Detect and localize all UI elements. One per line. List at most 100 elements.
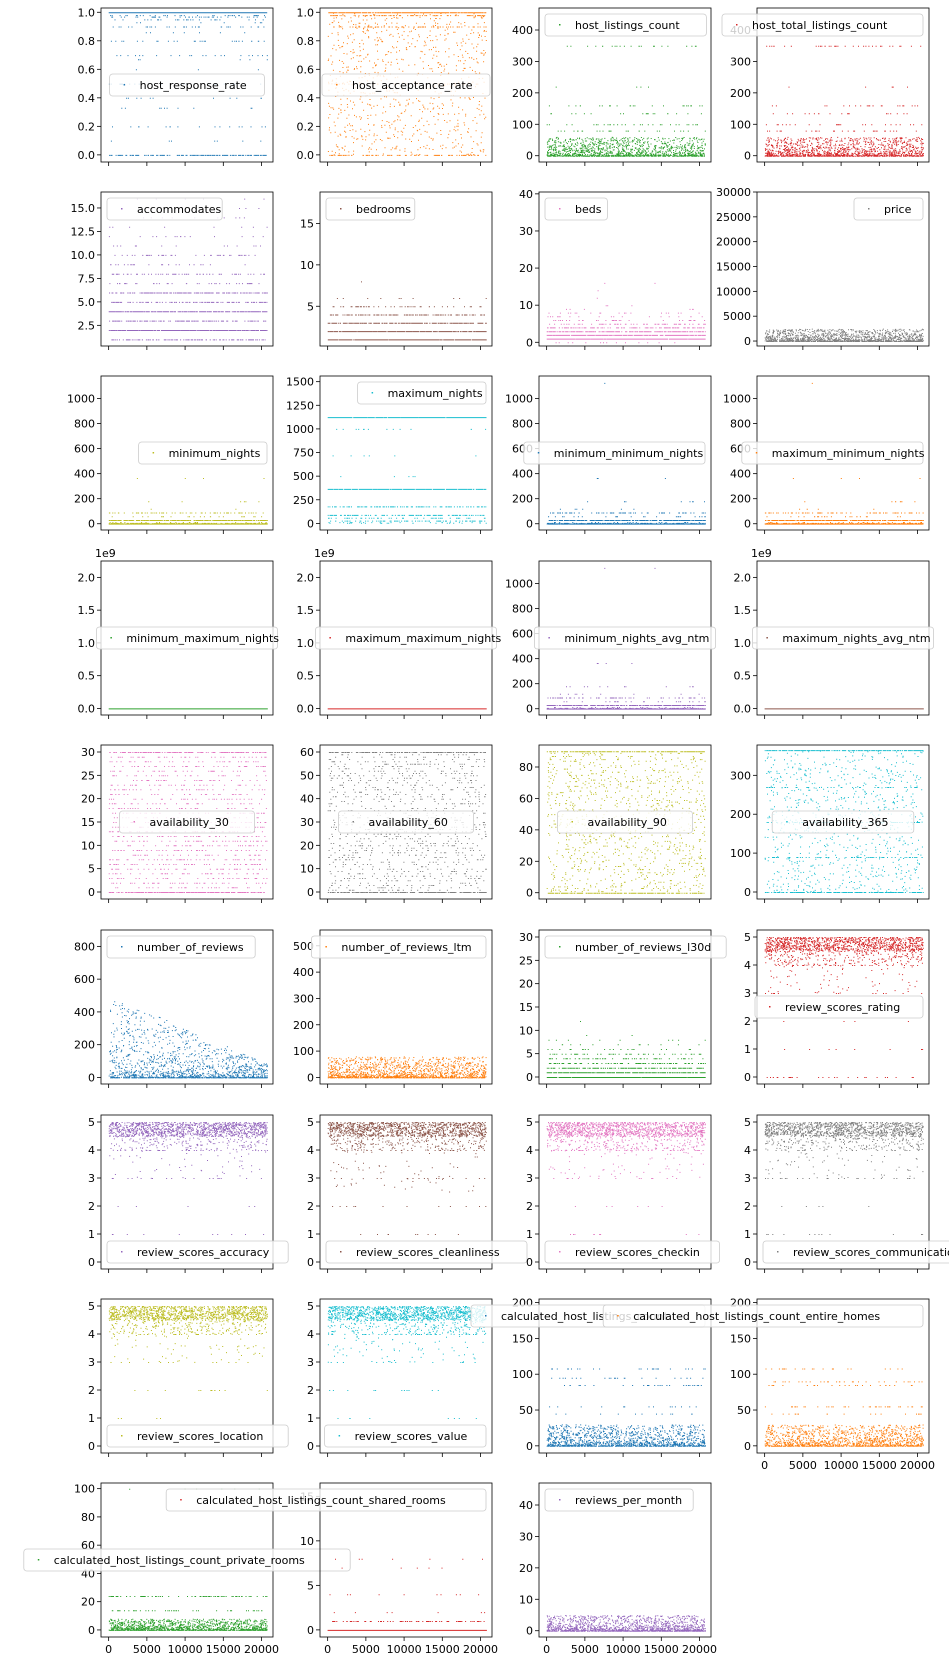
y-offset-label: 1e9 — [95, 547, 116, 560]
scatter-points — [764, 1368, 924, 1447]
y-tick-label: 10 — [300, 1535, 314, 1548]
axes-frame — [100, 1114, 274, 1270]
scatter-points — [108, 1001, 268, 1079]
y-tick-label: 300 — [293, 992, 314, 1005]
legend-marker — [559, 1251, 561, 1253]
legend-marker — [336, 84, 338, 86]
legend-marker — [559, 946, 561, 948]
y-tick-label: 800 — [512, 418, 533, 431]
y-tick-label: 2 — [307, 1200, 314, 1213]
legend-box — [321, 73, 491, 97]
subplot-accommodates: 2.5 5.0 7.5 10.0 12.5 15.0 accommodates — [71, 191, 274, 350]
legend-label: calculated_host_listings_count_shared_ro… — [196, 1494, 446, 1507]
y-tick-label: 0 — [526, 336, 533, 349]
axes-frame — [100, 1298, 274, 1454]
y-tick-label: 0.8 — [297, 35, 315, 48]
legend-label: bedrooms — [356, 203, 411, 216]
subplot-availability_90: 0 20 40 60 80 availability_90 — [519, 744, 712, 903]
y-tick-label: 20 — [519, 262, 533, 275]
y-tick-label: 100 — [74, 1483, 95, 1496]
y-tick-label: 80 — [519, 761, 533, 774]
y-tick-label: 20 — [81, 793, 95, 806]
legend: maximum_nights_avg_ntm — [752, 626, 935, 650]
series-points-price — [764, 328, 924, 342]
y-tick-label: 200 — [730, 87, 751, 100]
legend-box — [106, 197, 223, 221]
y-tick-label: 1.5 — [734, 604, 752, 617]
legend-marker — [786, 821, 788, 823]
legend-label: availability_365 — [802, 816, 888, 829]
y-tick-label: 1250 — [286, 399, 314, 412]
legend-box — [754, 995, 924, 1019]
y-tick-label: 5 — [88, 1116, 95, 1129]
legend-box — [106, 1424, 289, 1448]
legend-marker — [769, 1006, 771, 1008]
legend: review_scores_value — [324, 1424, 487, 1448]
y-tick-label: 0.6 — [78, 63, 96, 76]
y-tick-label: 0.0 — [78, 149, 96, 162]
y-tick-label: 400 — [512, 24, 533, 37]
y-tick-label: 20 — [519, 1562, 533, 1575]
series-points-host_total_listings_count — [764, 45, 924, 157]
y-tick-label: 0.5 — [78, 670, 96, 683]
y-tick-label: 0 — [526, 887, 533, 900]
y-tick-label: 3 — [88, 1172, 95, 1185]
legend: price — [853, 197, 924, 221]
y-tick-label: 10 — [81, 839, 95, 852]
subplot-review_scores_rating: 0 1 2 3 4 5 review_scores_rating — [744, 929, 930, 1088]
y-tick-label: 10.0 — [71, 249, 96, 262]
x-tick-label: 0 — [543, 1643, 550, 1656]
legend-marker — [325, 946, 327, 948]
x-tick-label: 20000 — [682, 1643, 717, 1656]
legend: calculated_host_listings_count_shared_ro… — [165, 1488, 487, 1512]
y-tick-label: 4 — [744, 1144, 751, 1157]
y-offset-label: 1e9 — [751, 547, 772, 560]
y-tick-label: 0.5 — [297, 670, 315, 683]
axes-frame — [756, 1114, 930, 1270]
axes-frame — [100, 375, 274, 531]
y-tick-label: 50 — [519, 1404, 533, 1417]
y-tick-label: 5 — [744, 931, 751, 944]
scatter-points — [327, 1056, 487, 1079]
legend-box — [325, 1240, 528, 1264]
legend-marker — [777, 1251, 779, 1253]
y-tick-label: 20 — [300, 839, 314, 852]
y-tick-label: 15 — [81, 816, 95, 829]
legend-marker — [537, 452, 540, 454]
y-tick-label: 1000 — [723, 393, 751, 406]
y-tick-label: 400 — [730, 468, 751, 481]
scatter-points — [327, 281, 487, 341]
y-tick-label: 600 — [74, 973, 95, 986]
axes-frame — [319, 7, 493, 163]
axes-frame — [538, 744, 712, 900]
legend-box — [109, 73, 265, 97]
y-tick-label: 0 — [88, 1256, 95, 1269]
legend-marker — [766, 637, 768, 639]
x-tick-label: 5000 — [352, 1643, 380, 1656]
y-tick-label: 400 — [512, 468, 533, 481]
subplot-beds: 0 10 20 30 40 beds — [519, 188, 712, 350]
legend-box — [557, 810, 693, 834]
y-tick-label: 2 — [88, 1200, 95, 1213]
y-tick-label: 3 — [307, 1172, 314, 1185]
y-tick-label: 40 — [519, 1499, 533, 1512]
y-tick-label: 100 — [512, 118, 533, 131]
series-points-maximum_maximum_nights — [327, 708, 487, 710]
axes-frame — [756, 1298, 930, 1454]
y-tick-label: 10000 — [716, 285, 751, 298]
y-tick-label: 1 — [307, 1228, 314, 1241]
legend-marker — [617, 1315, 619, 1317]
y-tick-label: 5 — [307, 300, 314, 313]
y-tick-label: 2 — [744, 1015, 751, 1028]
y-tick-label: 1 — [526, 1228, 533, 1241]
legend-marker — [133, 821, 135, 823]
y-tick-label: 0 — [744, 335, 751, 348]
scatter-points — [108, 198, 268, 341]
y-tick-label: 400 — [74, 468, 95, 481]
legend: reviews_per_month — [544, 1488, 694, 1512]
y-tick-label: 60 — [519, 792, 533, 805]
legend-box — [138, 441, 268, 465]
x-tick-label: 10000 — [824, 1459, 859, 1472]
legend: beds — [544, 197, 608, 221]
legend-box — [310, 935, 487, 959]
